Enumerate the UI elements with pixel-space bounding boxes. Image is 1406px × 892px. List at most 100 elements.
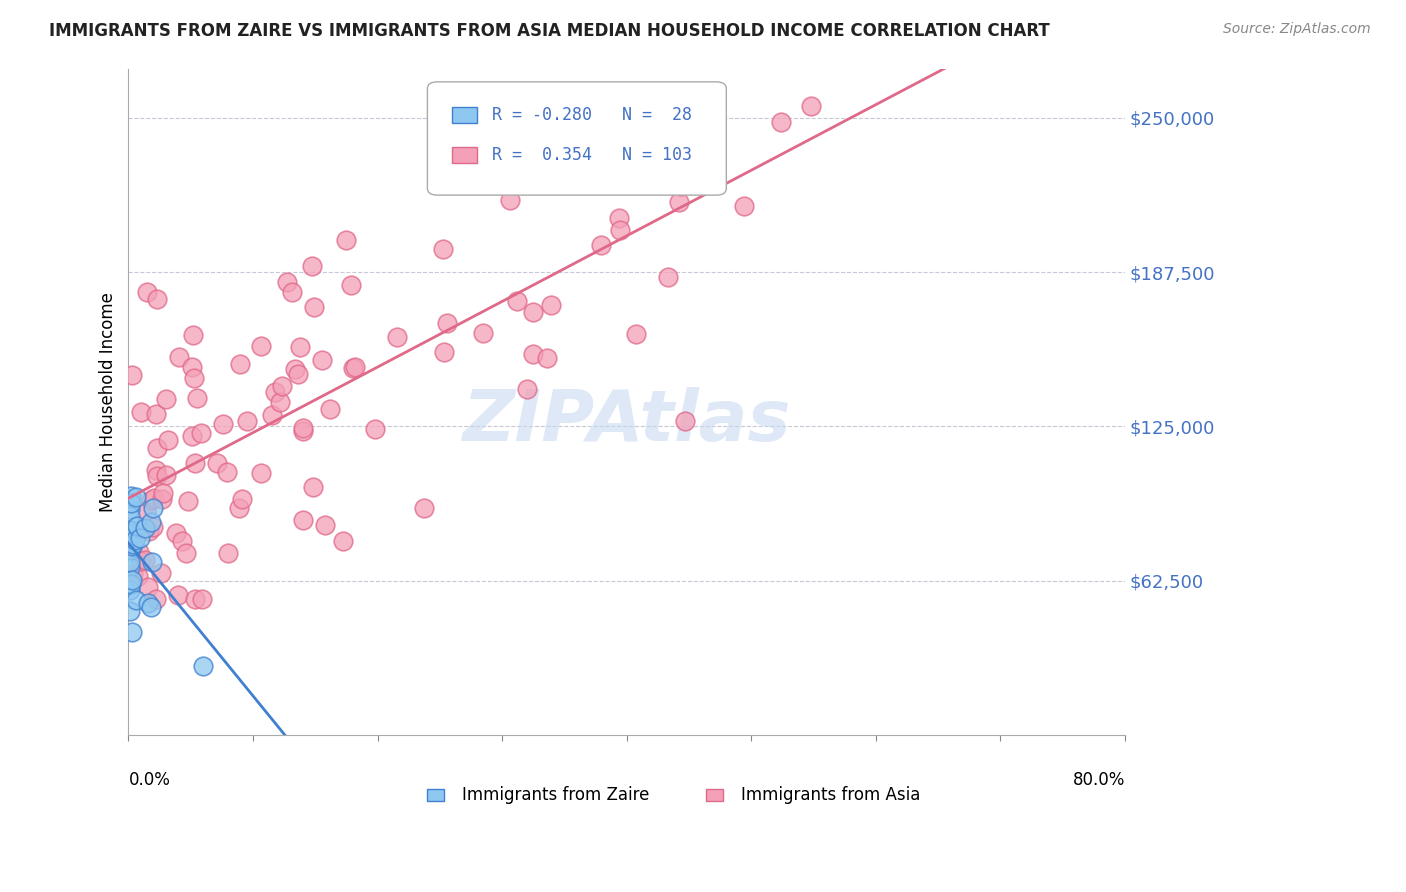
FancyBboxPatch shape — [427, 82, 727, 195]
Point — [118, 523, 141, 537]
Point — [167, 350, 190, 364]
Point — [385, 330, 408, 344]
Point — [292, 513, 315, 527]
Point — [134, 521, 156, 535]
Point — [180, 359, 202, 374]
Point — [145, 592, 167, 607]
Point — [290, 340, 312, 354]
Point — [184, 592, 207, 607]
Point — [522, 347, 544, 361]
FancyBboxPatch shape — [427, 789, 444, 801]
Point — [231, 492, 253, 507]
Point — [319, 402, 342, 417]
Point — [433, 345, 456, 359]
Point — [235, 414, 257, 428]
Point — [363, 422, 385, 436]
Point — [165, 526, 187, 541]
Point — [193, 658, 215, 673]
Point — [181, 429, 204, 443]
Point — [302, 301, 325, 315]
Point — [769, 114, 792, 128]
Point — [540, 298, 562, 312]
Point — [205, 456, 228, 470]
Point — [177, 494, 200, 508]
Point — [343, 360, 366, 375]
Point — [127, 569, 149, 583]
Point — [217, 546, 239, 560]
Y-axis label: Median Household Income: Median Household Income — [100, 292, 117, 512]
Point — [624, 327, 647, 342]
Point — [167, 588, 190, 602]
Point — [150, 491, 173, 506]
Point — [118, 582, 141, 597]
Point — [591, 238, 613, 252]
Point — [125, 519, 148, 533]
Point — [121, 539, 143, 553]
Point — [136, 596, 159, 610]
Point — [668, 194, 690, 209]
Point — [183, 371, 205, 385]
Point — [155, 468, 177, 483]
Point — [145, 463, 167, 477]
Point — [125, 490, 148, 504]
Point — [142, 491, 165, 505]
Point — [155, 392, 177, 406]
Point — [142, 520, 165, 534]
Point — [499, 193, 522, 207]
Point — [145, 407, 167, 421]
Point — [432, 242, 454, 256]
Text: Source: ZipAtlas.com: Source: ZipAtlas.com — [1223, 22, 1371, 37]
Point — [174, 546, 197, 560]
Point — [129, 405, 152, 419]
Text: R = -0.280   N =  28: R = -0.280 N = 28 — [492, 106, 692, 124]
Point — [138, 524, 160, 538]
FancyBboxPatch shape — [453, 147, 477, 163]
Point — [291, 424, 314, 438]
Point — [121, 624, 143, 639]
Point — [128, 545, 150, 559]
Point — [120, 577, 142, 591]
Point — [800, 98, 823, 112]
Point — [657, 270, 679, 285]
Point — [152, 485, 174, 500]
Point — [139, 492, 162, 507]
Point — [190, 425, 212, 440]
Point — [314, 518, 336, 533]
Point — [250, 339, 273, 353]
Point — [146, 468, 169, 483]
Point — [211, 417, 233, 431]
Point — [136, 580, 159, 594]
Point — [170, 534, 193, 549]
Point — [516, 382, 538, 396]
Point — [122, 537, 145, 551]
Point — [291, 421, 314, 435]
Point — [124, 533, 146, 547]
Point — [228, 501, 250, 516]
Point — [263, 384, 285, 399]
Point — [471, 326, 494, 340]
Point — [609, 223, 631, 237]
Point — [121, 368, 143, 382]
Text: 80.0%: 80.0% — [1073, 772, 1125, 789]
Point — [125, 593, 148, 607]
Point — [118, 542, 141, 557]
Point — [673, 414, 696, 428]
Text: 0.0%: 0.0% — [128, 772, 170, 789]
Point — [142, 501, 165, 516]
Point — [146, 292, 169, 306]
Point — [157, 434, 180, 448]
Point — [668, 98, 690, 112]
Point — [281, 285, 304, 299]
Point — [145, 442, 167, 456]
Text: R =  0.354   N = 103: R = 0.354 N = 103 — [492, 146, 692, 164]
Point — [301, 259, 323, 273]
Text: ZIPAtlas: ZIPAtlas — [463, 387, 792, 456]
Point — [332, 533, 354, 548]
Point — [181, 328, 204, 343]
Point — [186, 391, 208, 405]
Point — [118, 560, 141, 574]
Point — [287, 367, 309, 381]
Point — [118, 501, 141, 516]
Point — [120, 496, 142, 510]
FancyBboxPatch shape — [706, 789, 724, 801]
